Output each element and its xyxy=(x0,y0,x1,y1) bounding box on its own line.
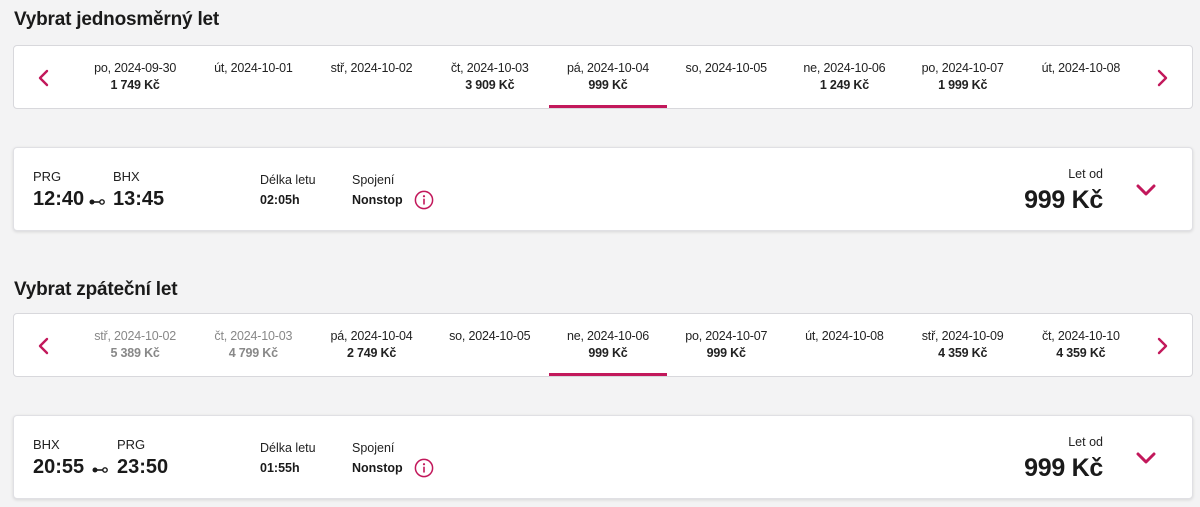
flight-price: 999 Kč xyxy=(1024,186,1103,214)
connection-value: Nonstop xyxy=(352,461,403,475)
chevron-right-icon xyxy=(1157,69,1168,87)
date-tab[interactable]: ne, 2024-10-06 999 Kč xyxy=(548,314,668,376)
return-flight-card[interactable]: BHX PRG 20:55 23:50 Délka letu 01:55h Sp… xyxy=(13,415,1193,499)
price-from-label: Let od xyxy=(1068,167,1103,181)
departure-airport-code: PRG xyxy=(33,169,62,184)
date-tab-price: 999 Kč xyxy=(588,78,628,92)
date-tab-date: pá, 2024-10-04 xyxy=(330,329,413,343)
outbound-flight-card[interactable]: PRG BHX 12:40 13:45 Délka letu 02:05h Sp… xyxy=(13,147,1193,231)
duration-label: Délka letu xyxy=(260,441,316,455)
date-tab-price: 1 749 Kč xyxy=(110,78,160,92)
return-date-list: stř, 2024-10-02 5 389 Kč čt, 2024-10-03 4 … xyxy=(76,314,1140,376)
departure-time: 20:55 xyxy=(33,456,85,478)
date-tab[interactable]: po, 2024-10-07 1 999 Kč xyxy=(904,46,1022,108)
date-tab[interactable]: út, 2024-10-01 xyxy=(194,46,312,108)
date-tab-price: 2 749 Kč xyxy=(346,346,397,360)
date-tab[interactable]: út, 2024-10-08 xyxy=(1022,46,1140,108)
date-tab-date: stř, 2024-10-02 xyxy=(94,329,176,343)
price-from-label: Let od xyxy=(1068,435,1103,449)
date-tab-price: 4 799 Kč xyxy=(228,346,278,360)
date-tab-date: ne, 2024-10-06 xyxy=(566,329,649,343)
expand-flight-button[interactable] xyxy=(1134,446,1158,470)
date-tab[interactable]: pá, 2024-10-04 999 Kč xyxy=(548,46,668,108)
date-tab-price: 4 359 Kč xyxy=(1056,346,1106,360)
date-tab-date: pá, 2024-10-04 xyxy=(566,61,649,75)
date-tab[interactable]: po, 2024-09-30 1 749 Kč xyxy=(76,46,194,108)
duration-value: 01:55h xyxy=(260,461,300,475)
chevron-down-icon xyxy=(1136,452,1156,464)
date-tab-price: 999 Kč xyxy=(588,346,628,360)
date-tab-price: 5 389 Kč xyxy=(110,346,160,360)
arrival-time: 23:50 xyxy=(117,456,169,478)
duration-label: Délka letu xyxy=(260,173,316,187)
date-tab-date: čt, 2024-10-10 xyxy=(1041,329,1120,343)
date-tab-price: 4 359 Kč xyxy=(938,346,988,360)
info-circle-icon[interactable] xyxy=(414,190,434,210)
date-tab-price: 1 249 Kč xyxy=(819,78,869,92)
route-connector-icon xyxy=(92,467,108,473)
date-tab-date: út, 2024-10-08 xyxy=(805,329,884,343)
route-connector-icon xyxy=(89,199,105,205)
date-tab[interactable]: po, 2024-10-07 999 Kč xyxy=(667,314,785,376)
date-tab[interactable]: so, 2024-10-05 xyxy=(431,314,549,376)
date-tab-date: stř, 2024-10-09 xyxy=(921,329,1004,343)
connection-value: Nonstop xyxy=(352,193,403,207)
outbound-date-list: po, 2024-09-30 1 749 Kč út, 2024-10-01 st… xyxy=(76,46,1140,108)
info-circle-icon[interactable] xyxy=(414,458,434,478)
arrival-airport-code: PRG xyxy=(117,437,146,452)
date-tab[interactable]: stř, 2024-10-09 4 359 Kč xyxy=(904,314,1022,376)
date-tab[interactable]: čt, 2024-10-03 4 799 Kč xyxy=(194,314,312,376)
chevron-right-icon xyxy=(1157,337,1168,355)
date-tab[interactable]: út, 2024-10-08 xyxy=(785,314,903,376)
chevron-down-icon xyxy=(1136,184,1156,196)
chevron-left-icon xyxy=(38,337,49,355)
date-tab-price: 1 999 Kč xyxy=(938,78,988,92)
chevron-left-icon xyxy=(38,69,49,87)
return-next-dates-button[interactable] xyxy=(1150,334,1174,358)
date-tab-date: po, 2024-10-07 xyxy=(685,329,768,343)
date-tab-price: 3 909 Kč xyxy=(465,78,515,92)
date-tab-date: so, 2024-10-05 xyxy=(685,61,767,75)
date-tab[interactable]: pá, 2024-10-04 2 749 Kč xyxy=(312,314,430,376)
date-tab[interactable]: čt, 2024-10-03 3 909 Kč xyxy=(431,46,549,108)
arrival-airport-code: BHX xyxy=(113,169,140,184)
date-tab[interactable]: stř, 2024-10-02 xyxy=(312,46,430,108)
date-tab-price: 999 Kč xyxy=(706,346,746,360)
outbound-next-dates-button[interactable] xyxy=(1150,66,1174,90)
date-tab-date: so, 2024-10-05 xyxy=(449,329,531,343)
date-tab[interactable]: so, 2024-10-05 xyxy=(667,46,785,108)
return-prev-dates-button[interactable] xyxy=(32,334,56,358)
outbound-prev-dates-button[interactable] xyxy=(32,66,56,90)
date-tab[interactable]: ne, 2024-10-06 1 249 Kč xyxy=(785,46,903,108)
return-section-title: Vybrat zpáteční let xyxy=(14,279,178,300)
date-tab-date: po, 2024-10-07 xyxy=(921,61,1004,75)
date-tab-date: čt, 2024-10-03 xyxy=(214,329,293,343)
outbound-section-title: Vybrat jednosměrný let xyxy=(14,9,220,30)
flight-price: 999 Kč xyxy=(1024,454,1103,482)
expand-flight-button[interactable] xyxy=(1134,178,1158,202)
arrival-time: 13:45 xyxy=(113,188,165,210)
duration-value: 02:05h xyxy=(260,193,300,207)
departure-time: 12:40 xyxy=(33,188,85,210)
date-tab-date: út, 2024-10-01 xyxy=(214,61,293,75)
outbound-date-selector: po, 2024-09-30 1 749 Kč út, 2024-10-01 st… xyxy=(13,45,1193,109)
date-tab[interactable]: čt, 2024-10-10 4 359 Kč xyxy=(1022,314,1140,376)
connection-label: Spojení xyxy=(352,441,395,455)
date-tab-date: čt, 2024-10-03 xyxy=(450,61,529,75)
date-tab[interactable]: stř, 2024-10-02 5 389 Kč xyxy=(76,314,194,376)
return-date-selector: stř, 2024-10-02 5 389 Kč čt, 2024-10-03 4 … xyxy=(13,313,1193,377)
date-tab-date: ne, 2024-10-06 xyxy=(803,61,886,75)
date-tab-date: út, 2024-10-08 xyxy=(1041,61,1121,75)
date-tab-date: po, 2024-09-30 xyxy=(94,61,177,75)
departure-airport-code: BHX xyxy=(33,437,60,452)
date-tab-date: stř, 2024-10-02 xyxy=(330,61,413,75)
connection-label: Spojení xyxy=(352,173,395,187)
